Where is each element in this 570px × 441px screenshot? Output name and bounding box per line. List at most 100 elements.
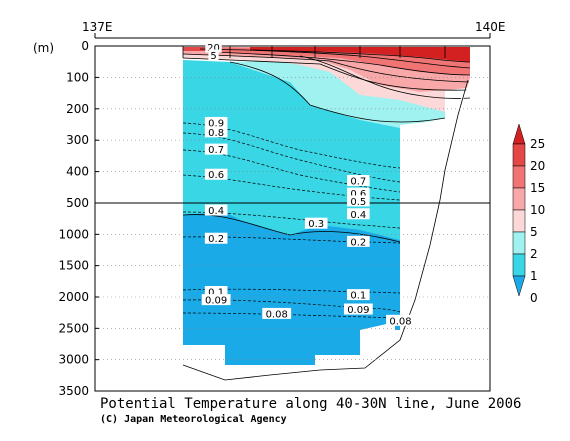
- contour-label: 20: [205, 41, 222, 54]
- y-tick-label: 3000: [58, 353, 89, 367]
- y-tick-label: 300: [66, 133, 89, 147]
- colorbar-level-label: 5: [530, 225, 538, 239]
- contour-label-bg: [347, 289, 370, 301]
- contour-label-text: 0.4: [208, 206, 224, 217]
- contour-label-text: 0.5: [350, 197, 366, 208]
- contour-label: 0.4: [204, 204, 228, 217]
- contour-label-bg: [262, 307, 292, 319]
- lon-label-137e: 137E: [82, 20, 113, 34]
- contour-label: 0.1: [204, 285, 228, 298]
- colorbar-level-label: 25: [530, 137, 545, 151]
- contour-label-text: 0.1: [350, 291, 366, 302]
- fill-band-10-15: [183, 47, 470, 92]
- contour-label: 0.9: [204, 116, 228, 129]
- colorbar-bottom-arrow: [512, 275, 526, 297]
- y-tick-label: 2000: [58, 290, 89, 304]
- contour-label: 0.08: [262, 307, 292, 320]
- y-tick-label: 400: [66, 165, 89, 179]
- contour-label: 0.6: [347, 187, 370, 200]
- contour-label: 0.2: [347, 235, 370, 248]
- contour-label-bg: [347, 187, 370, 199]
- chart-credit: (C) Japan Meteorological Agency: [100, 413, 287, 425]
- contour-label-bg: [347, 195, 370, 207]
- contour-label: 0.7: [204, 143, 228, 156]
- colorbar-segment: [512, 253, 526, 277]
- colorbar-level-label: 15: [530, 181, 545, 195]
- contour-label-bg: [204, 285, 228, 297]
- contour-label: 0.3: [304, 217, 328, 230]
- contour-label-text: 5: [210, 51, 216, 62]
- contour-label: 0.4: [347, 208, 370, 221]
- contour-label-bg: [386, 314, 415, 326]
- colorbar-level-label: 1: [530, 269, 538, 283]
- y-tick-label: 2500: [58, 321, 89, 335]
- contour-label: 0.2: [204, 232, 228, 245]
- contour-label-bg: [204, 116, 228, 128]
- contour-label-text: 0.2: [350, 237, 366, 248]
- contour-label: 0.09: [343, 303, 373, 316]
- colorbar-level-label: 0: [530, 291, 538, 305]
- contour-label-text: 0.7: [208, 145, 224, 156]
- contour-label-text: 20: [207, 43, 220, 54]
- contour-label-text: 0.8: [208, 128, 224, 139]
- contour-label: 0.1: [347, 289, 370, 302]
- contour-label-text: 0.08: [389, 316, 411, 327]
- contour-label-bg: [205, 41, 222, 53]
- plot-frame: [94, 45, 491, 392]
- colorbar-level-label: 10: [530, 203, 545, 217]
- contour-label: 0.09: [201, 294, 231, 307]
- contour-label: 5: [208, 49, 219, 62]
- fill-band-5-10: [183, 47, 445, 112]
- contour-label-bg: [347, 235, 370, 247]
- contour-label-text: 0.4: [350, 210, 366, 221]
- contour-label-bg: [204, 168, 228, 180]
- fill-band-2-5: [230, 60, 445, 128]
- contour-label-bg: [204, 143, 228, 155]
- contour-label-text: 0.09: [205, 296, 227, 307]
- solid-contours: [182, 48, 471, 243]
- y-tick-label: 500: [66, 196, 89, 210]
- y-tick-label: 200: [66, 102, 89, 116]
- contour-label-bg: [347, 175, 370, 187]
- contour-label-text: 0.7: [350, 177, 366, 188]
- colorbar-top-arrow: [512, 123, 526, 145]
- contour-label-text: 0.6: [350, 189, 366, 200]
- contour-label: 0.6: [204, 168, 228, 181]
- contour-label: 0.8: [204, 126, 228, 139]
- y-axis-ticks: 0 100 200 300 400 500 1000 1500 2000 2500 3000 3500: [58, 39, 99, 398]
- y-tick-label: 100: [66, 70, 89, 84]
- lon-label-140e: 140E: [475, 20, 506, 34]
- contour-label-text: 0.6: [208, 170, 224, 181]
- contour-label-text: 0.3: [308, 219, 324, 230]
- colorbar-segment: [512, 187, 526, 211]
- y-tick-label: 3500: [58, 384, 89, 398]
- colorbar-level-label: 20: [530, 159, 545, 173]
- contour-label-text: 0.2: [208, 234, 224, 245]
- y-tick-label: 1500: [58, 259, 89, 273]
- contour-label-bg: [204, 204, 228, 216]
- colorbar-segment: [512, 209, 526, 233]
- land-mask-right: [400, 78, 470, 315]
- colorbar-level-label: 2: [530, 247, 538, 261]
- contour-label-bg: [204, 232, 228, 244]
- contour-label-bg: [201, 294, 231, 306]
- y-tick-label: 0: [81, 39, 89, 53]
- colorbar-segment: [512, 143, 526, 167]
- contour-label-text: 0.09: [347, 305, 369, 316]
- contour-label-text: 0.9: [208, 118, 224, 129]
- contour-label-bg: [343, 303, 373, 315]
- contour-label-bg: [208, 49, 219, 61]
- chart-title: Potential Temperature along 40-30N line,…: [100, 396, 521, 412]
- land-mask-bottom-left: [183, 322, 395, 391]
- contour-label-bg: [304, 217, 328, 229]
- station-marks: [182, 46, 446, 58]
- contour-label: 0.7: [347, 175, 370, 188]
- contour-label-bg: [347, 208, 370, 220]
- depth-unit-label: (m): [33, 41, 54, 55]
- colorbar-segment: [512, 231, 526, 255]
- contour-label-bg: [204, 126, 228, 138]
- contour-label-text: 0.1: [208, 287, 224, 298]
